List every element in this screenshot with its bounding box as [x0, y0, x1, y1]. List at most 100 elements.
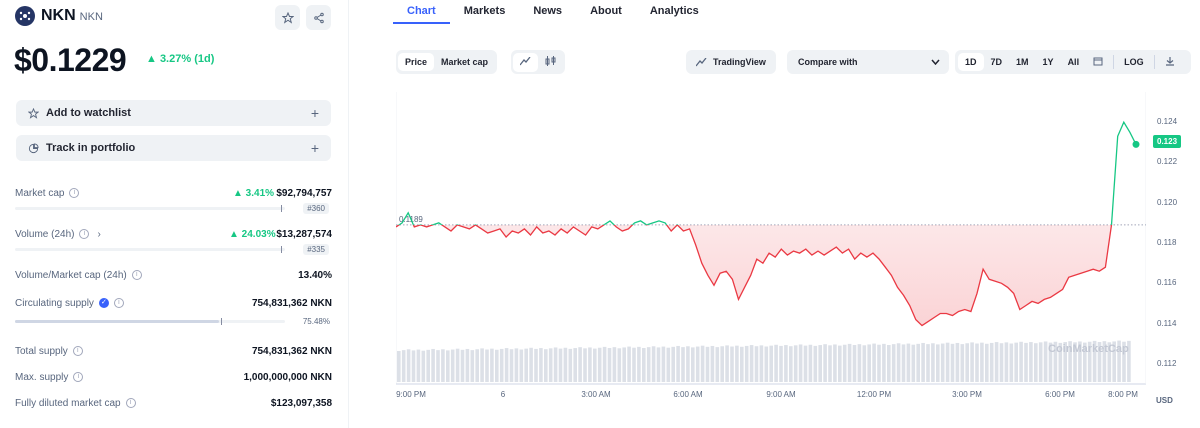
volume-bar [1048, 342, 1053, 382]
volume-bar [450, 349, 455, 382]
volume-bar [656, 347, 661, 382]
nkn-logo-icon [15, 6, 35, 26]
volume-bar [989, 342, 994, 382]
info-icon[interactable]: i [73, 372, 84, 382]
range-selector: 1D 7D 1M 1Y All LOG [955, 50, 1191, 74]
volume-bar [896, 343, 901, 382]
volume-bar [495, 349, 499, 382]
volume-bar [470, 350, 475, 382]
tab-markets[interactable]: Markets [463, 5, 506, 17]
download-icon[interactable] [1158, 52, 1182, 72]
info-icon[interactable]: i [113, 298, 124, 308]
volume-bar [1112, 341, 1116, 382]
volume-bar [784, 345, 788, 382]
volume-change: ▲ 24.03% [229, 228, 276, 240]
line-chart-icon[interactable] [513, 52, 538, 72]
tradingview-button[interactable]: TradingView [686, 50, 776, 74]
chevron-right-icon[interactable]: › [97, 228, 101, 240]
price-marketcap-toggle: Price Market cap [396, 50, 498, 74]
y-tick-label: 0.118 [1157, 238, 1177, 248]
volume-bar [421, 350, 426, 382]
volume-bar [568, 348, 573, 382]
x-tick-label: 8:00 PM [1108, 390, 1138, 399]
volume-bar [1127, 340, 1131, 382]
x-tick-label: 12:00 PM [856, 390, 892, 399]
volume-bar [813, 345, 818, 382]
candlestick-icon[interactable] [538, 52, 563, 72]
star-button[interactable] [275, 5, 300, 30]
volume-bar [597, 347, 602, 382]
market-cap-toggle[interactable]: Market cap [441, 57, 489, 67]
volume-bar [671, 346, 675, 382]
volume-bar [803, 345, 808, 382]
volume-bar [544, 349, 548, 382]
volume-market-cap-row: Volume/Market cap (24h) i 13.40% [15, 267, 332, 283]
volume-bar [985, 343, 989, 382]
chart-type-toggle [511, 50, 565, 74]
share-button[interactable] [306, 5, 331, 30]
volume-bar [475, 349, 479, 382]
tab-about[interactable]: About [590, 5, 622, 17]
volume-bar [455, 348, 460, 382]
vol-mcap-value: 13.40% [298, 269, 332, 281]
market-cap-change: ▲ 3.41% [233, 187, 275, 199]
y-tick-label: 0.114 [1157, 318, 1177, 328]
info-icon[interactable]: i [69, 188, 80, 198]
calendar-icon[interactable] [1086, 52, 1110, 72]
volume-bar [681, 347, 685, 382]
volume-bar [744, 345, 749, 382]
volume-bar [710, 345, 715, 382]
price-toggle[interactable]: Price [398, 53, 435, 71]
volume-bar [1097, 342, 1102, 382]
volume-bar [485, 349, 489, 382]
range-7d[interactable]: 7D [990, 57, 1003, 67]
info-icon[interactable]: i [131, 270, 142, 280]
volume-bar [617, 348, 622, 382]
tab-chart[interactable]: Chart [393, 0, 450, 24]
volume-bar [1122, 341, 1126, 382]
coin-sidebar: NKN NKN $0.1229 ▲ 3.27% (1d) Add to watc… [0, 0, 349, 428]
volume-bar [490, 348, 494, 382]
volume-bar [431, 348, 435, 382]
volume-bar [842, 344, 847, 382]
trend-icon [696, 57, 707, 66]
tab-analytics[interactable]: Analytics [649, 5, 699, 17]
vol-mcap-label: Volume/Market cap (24h) [15, 269, 127, 281]
compare-with-select[interactable]: Compare with [787, 50, 949, 74]
price-change: ▲ 3.27% (1d) [146, 53, 215, 65]
volume-bar [1087, 341, 1092, 382]
volume-bar [1029, 342, 1033, 382]
volume-bar [1009, 343, 1014, 382]
track-portfolio-button[interactable]: Track in portfolio + [16, 135, 331, 161]
volume-bar [446, 350, 450, 382]
range-all[interactable]: All [1067, 57, 1080, 67]
volume-rank: #335 [303, 244, 329, 255]
volume-bar [509, 349, 514, 382]
volume-bar [651, 346, 656, 382]
market-cap-rank-bar [15, 205, 285, 212]
x-tick-label: 6 [500, 390, 506, 399]
info-icon[interactable]: i [125, 398, 136, 408]
info-icon[interactable]: i [79, 229, 90, 239]
volume-bar [921, 342, 925, 382]
range-1d[interactable]: 1D [958, 53, 984, 71]
volume-bar [642, 348, 646, 382]
info-icon[interactable]: i [72, 346, 83, 356]
log-toggle[interactable]: LOG [1124, 57, 1144, 67]
currency-label: USD [1156, 396, 1173, 405]
volume-bar [397, 351, 401, 382]
volume-bar [833, 344, 837, 382]
current-price-dot [1132, 140, 1140, 148]
volume-bar [1068, 341, 1072, 382]
volume-bar [416, 349, 421, 382]
volume-bar [901, 344, 906, 382]
range-1y[interactable]: 1Y [1042, 57, 1054, 67]
range-1m[interactable]: 1M [1016, 57, 1029, 67]
volume-bar [480, 348, 484, 382]
add-to-watchlist-button[interactable]: Add to watchlist + [16, 100, 331, 126]
volume-bar [857, 344, 862, 382]
y-tick-label: 0.112 [1157, 358, 1177, 368]
tab-news[interactable]: News [533, 5, 563, 17]
volume-bar [583, 348, 587, 382]
